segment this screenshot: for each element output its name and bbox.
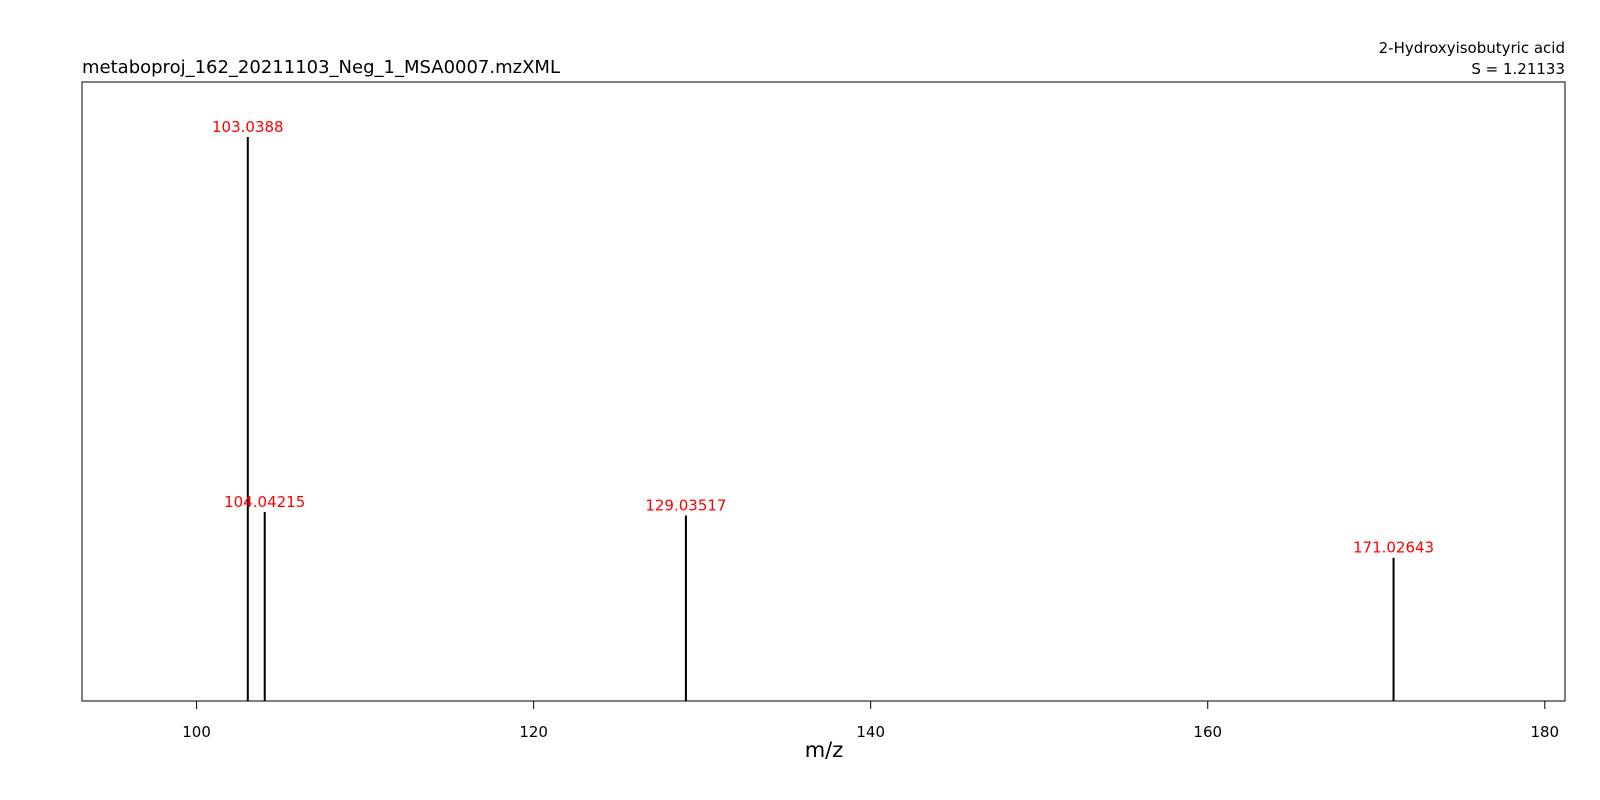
peak-label: 171.02643	[1353, 539, 1434, 557]
chart-title: metaboproj_162_20211103_Neg_1_MSA0007.mz…	[82, 57, 560, 78]
peak-label: 103.0388	[212, 118, 284, 136]
x-axis: 100 120 140 160 180	[182, 700, 1559, 741]
peak-label-group: 103.0388 104.04215 129.03517 171.02643	[212, 118, 1434, 557]
plot-frame	[81, 81, 1566, 702]
x-tick-label: 140	[856, 723, 885, 741]
compound-name: 2-Hydroxyisobutyric acid	[1379, 39, 1565, 57]
x-axis-label: m/z	[805, 738, 844, 762]
x-tick-label: 180	[1530, 723, 1559, 741]
peak-series	[246, 137, 1395, 701]
peak-label: 129.03517	[645, 496, 726, 514]
x-tick-label: 120	[519, 723, 548, 741]
score-label: S = 1.21133	[1471, 60, 1565, 78]
x-tick-label: 160	[1193, 723, 1222, 741]
peak-label: 104.04215	[224, 493, 305, 511]
x-tick-label: 100	[182, 723, 211, 741]
